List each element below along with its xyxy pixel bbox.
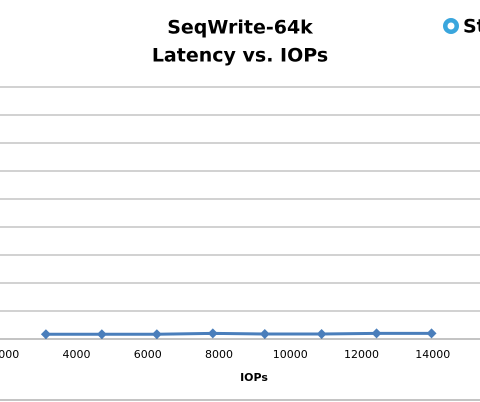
logo-icon-hole [447,22,455,30]
marker [259,328,270,339]
x-tick-label: 4000 [63,348,91,361]
marker [207,328,218,339]
marker [40,329,51,340]
x-axis-title: IOPs [240,371,268,384]
x-tick-label: 10000 [273,348,308,361]
chart-title: SeqWrite-64k [167,17,313,39]
x-tick-label: 12000 [344,348,379,361]
x-tick-label: 8000 [205,348,233,361]
logo-text: St [463,16,480,38]
marker [96,329,107,340]
marker [371,328,382,339]
marker [426,328,437,339]
x-tick-label: 2000 [0,348,19,361]
x-tick-label: 6000 [134,348,162,361]
marker [316,328,327,339]
x-tick-label: 14000 [415,348,450,361]
marker [151,329,162,340]
chart-subtitle: Latency vs. IOPs [152,45,328,67]
series-line [45,331,432,336]
